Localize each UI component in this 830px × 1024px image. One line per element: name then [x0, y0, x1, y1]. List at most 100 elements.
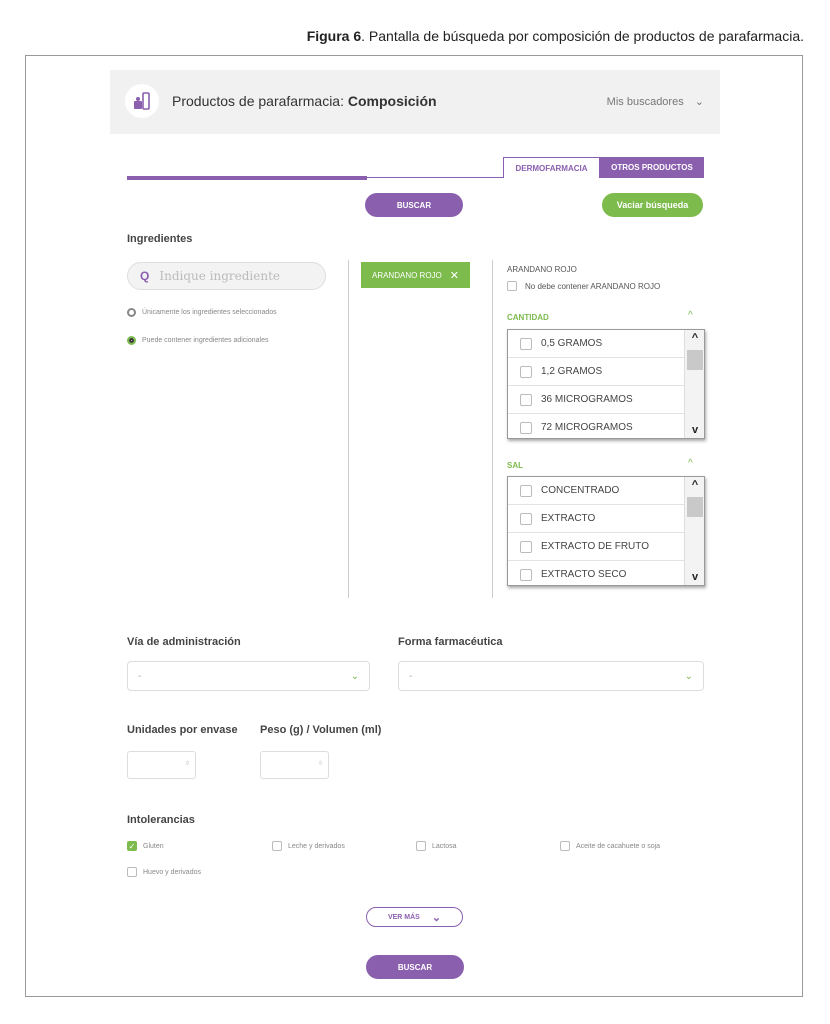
radio-label: Únicamente los ingredientes seleccionado…	[142, 309, 277, 316]
list-item[interactable]: 36 MICROGRAMOS	[508, 386, 684, 414]
search-button-bottom[interactable]: BUSCAR	[366, 955, 464, 979]
list-item[interactable]: 1,2 GRAMOS	[508, 358, 684, 386]
see-more-button[interactable]: VER MÁS ⌄	[366, 907, 463, 927]
forma-value: -	[409, 670, 413, 682]
chevron-up-icon[interactable]: ^	[688, 310, 693, 321]
stepper-icon[interactable]: ⇳	[317, 761, 323, 767]
checkbox-icon	[507, 281, 517, 291]
via-value: -	[138, 670, 142, 682]
clear-search-button[interactable]: Vaciar búsqueda	[602, 193, 703, 217]
my-searches-label: Mis buscadores	[606, 96, 684, 108]
cantidad-label: CANTIDAD	[507, 313, 549, 322]
ingredient-detail-name: ARANDANO ROJO	[507, 265, 577, 274]
via-label: Vía de administración	[127, 636, 241, 648]
chevron-down-icon: ⌄	[431, 911, 442, 924]
list-item[interactable]: CONCENTRADO	[508, 477, 684, 505]
list-item[interactable]: 0,5 GRAMOS	[508, 330, 684, 358]
list-item[interactable]: EXTRACTO	[508, 505, 684, 533]
ingredient-search-input[interactable]: Q Indique ingrediente	[127, 262, 326, 290]
radio-label: Puede contener ingredientes adicionales	[142, 337, 269, 344]
chevron-down-icon: ⌄	[694, 96, 704, 108]
figure-caption-text: . Pantalla de búsqueda por composición d…	[361, 28, 804, 44]
peso-input[interactable]: ⇳	[260, 751, 329, 779]
checkbox-icon	[520, 484, 532, 497]
my-searches-menu[interactable]: Mis buscadores ⌄	[607, 95, 704, 108]
selected-ingredient-chip[interactable]: ARANDANO ROJO ✕	[361, 262, 470, 288]
chip-label: ARANDANO ROJO	[371, 270, 442, 280]
ingredient-search-placeholder: Indique ingrediente	[159, 269, 281, 283]
scrollbar[interactable]: ^ v	[684, 477, 704, 585]
list-item[interactable]: EXTRACTO SECO	[508, 561, 684, 585]
close-icon[interactable]: ✕	[449, 269, 459, 282]
checkbox-icon	[272, 841, 282, 851]
page-header: Productos de parafarmacia: Composición M…	[110, 70, 720, 134]
unidades-input[interactable]: ⇳	[127, 751, 196, 779]
parapharmacy-products-icon	[125, 84, 159, 118]
intolerance-checkbox-huevo[interactable]: Huevo y derivados	[127, 867, 201, 877]
intolerance-checkbox-cacahuete[interactable]: Aceite de cacahuete o soja	[560, 841, 660, 851]
peso-label: Peso (g) / Volumen (ml)	[260, 724, 382, 736]
checkbox-icon	[520, 365, 532, 378]
list-item[interactable]: EXTRACTO DE FRUTO	[508, 533, 684, 561]
checkbox-label: Gluten	[143, 842, 164, 850]
checkbox-icon	[416, 841, 426, 851]
list-item-label: 1,2 GRAMOS	[541, 366, 603, 377]
see-more-label: VER MÁS	[387, 913, 420, 921]
stepper-icon[interactable]: ⇳	[184, 761, 190, 767]
forma-label: Forma farmacéutica	[398, 636, 503, 648]
cantidad-list[interactable]: 0,5 GRAMOS 1,2 GRAMOS 36 MICROGRAMOS 72 …	[507, 329, 705, 439]
scrollbar[interactable]: ^ v	[684, 330, 704, 438]
figure-number: Figura 6	[306, 28, 362, 44]
checkbox-icon	[520, 421, 532, 434]
checkbox-icon	[520, 512, 532, 525]
page-title-prefix: Productos de parafarmacia:	[172, 93, 348, 109]
radio-selected-icon	[127, 336, 136, 345]
list-item-label: EXTRACTO	[541, 513, 596, 524]
scroll-down-icon[interactable]: v	[691, 571, 699, 583]
checkbox-icon	[127, 867, 137, 877]
sal-label: SAL	[507, 461, 523, 470]
list-item-label: 36 MICROGRAMOS	[541, 394, 633, 405]
scroll-up-icon[interactable]: ^	[691, 332, 699, 344]
checkbox-icon	[520, 393, 532, 406]
exclude-ingredient-checkbox[interactable]: No debe contener ARANDANO ROJO	[507, 281, 660, 291]
forma-select[interactable]: - ⌄	[398, 661, 704, 691]
radio-icon	[127, 308, 136, 317]
tab-dermofarmacia[interactable]: DERMOFARMACIA	[503, 157, 600, 178]
list-item[interactable]: 72 MICROGRAMOS	[508, 414, 684, 438]
intolerance-checkbox-leche[interactable]: Leche y derivados	[272, 841, 345, 851]
via-select[interactable]: - ⌄	[127, 661, 370, 691]
tabs-underline	[127, 177, 704, 178]
list-item-label: CONCENTRADO	[541, 485, 620, 496]
list-item-label: EXTRACTO DE FRUTO	[541, 541, 649, 552]
checkbox-icon	[520, 540, 532, 553]
chevron-down-icon: ⌄	[350, 670, 359, 682]
scroll-up-icon[interactable]: ^	[691, 479, 699, 491]
scroll-down-icon[interactable]: v	[691, 424, 699, 436]
radio-may-contain-additional[interactable]: Puede contener ingredientes adicionales	[127, 336, 268, 345]
chevron-down-icon: ⌄	[684, 670, 693, 682]
intolerance-checkbox-gluten[interactable]: ✓ Gluten	[127, 841, 164, 851]
checkbox-icon	[520, 337, 532, 350]
list-item-label: EXTRACTO SECO	[541, 569, 627, 580]
checkbox-icon	[520, 568, 532, 581]
column-divider	[348, 260, 349, 598]
tab-otros-productos[interactable]: OTROS PRODUCTOS	[600, 157, 704, 178]
intolerance-checkbox-lactosa[interactable]: Lactosa	[416, 841, 457, 851]
search-icon: Q	[140, 269, 150, 283]
checkbox-icon	[560, 841, 570, 851]
chevron-up-icon[interactable]: ^	[688, 458, 693, 469]
page-title: Productos de parafarmacia: Composición	[172, 93, 437, 109]
figure-frame	[25, 55, 803, 997]
list-item-label: 0,5 GRAMOS	[541, 338, 603, 349]
progress-bar	[127, 176, 367, 180]
checkbox-label: Leche y derivados	[288, 842, 345, 850]
page-title-bold: Composición	[347, 93, 437, 109]
list-item-label: 72 MICROGRAMOS	[541, 422, 633, 433]
scrollbar-thumb[interactable]	[687, 497, 703, 517]
exclude-label: No debe contener ARANDANO ROJO	[525, 281, 661, 291]
scrollbar-thumb[interactable]	[687, 350, 703, 370]
sal-list[interactable]: CONCENTRADO EXTRACTO EXTRACTO DE FRUTO E…	[507, 476, 705, 586]
radio-only-selected[interactable]: Únicamente los ingredientes seleccionado…	[127, 308, 277, 317]
search-button[interactable]: BUSCAR	[365, 193, 463, 217]
